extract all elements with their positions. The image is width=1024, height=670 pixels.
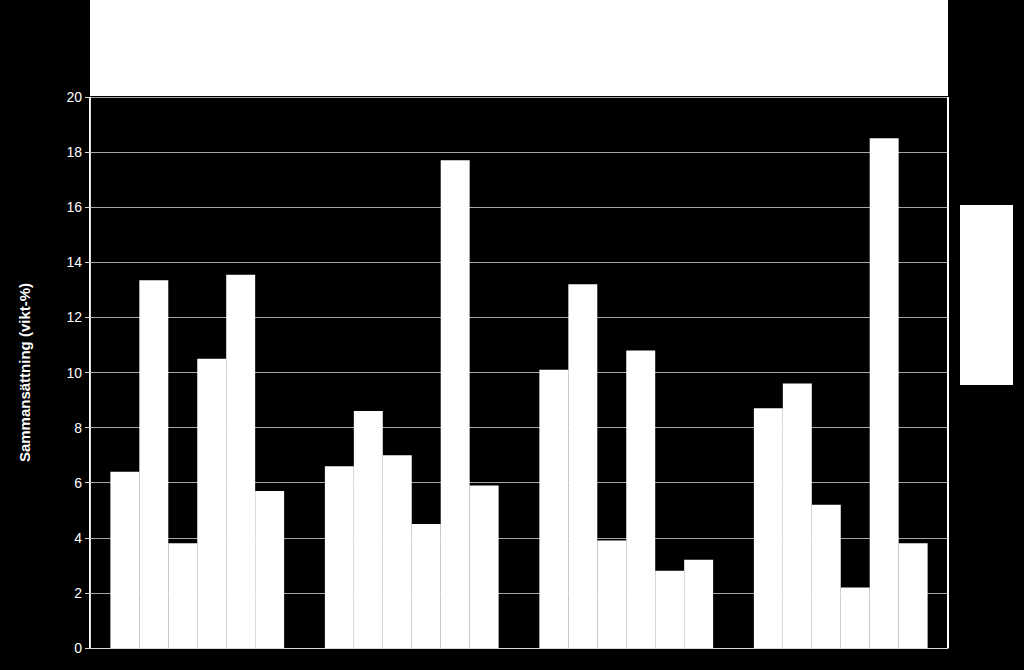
svg-text:10: 10 <box>66 365 82 381</box>
svg-text:18: 18 <box>66 144 82 160</box>
svg-text:4: 4 <box>74 530 82 546</box>
svg-text:12: 12 <box>66 309 82 325</box>
svg-text:16: 16 <box>66 199 82 215</box>
svg-text:14: 14 <box>66 254 82 270</box>
svg-text:2: 2 <box>74 585 82 601</box>
svg-text:8: 8 <box>74 420 82 436</box>
svg-text:6: 6 <box>74 475 82 491</box>
svg-text:Sammansättning (vikt-%): Sammansättning (vikt-%) <box>16 283 33 462</box>
svg-text:0: 0 <box>74 640 82 656</box>
svg-text:20: 20 <box>66 89 82 105</box>
